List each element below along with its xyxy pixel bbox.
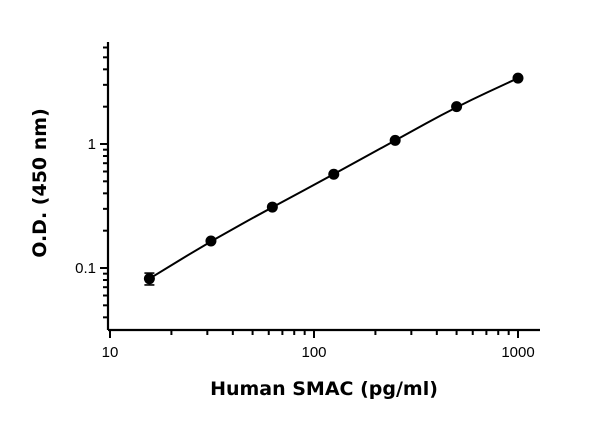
y-tick-label: 0.1 (75, 260, 96, 277)
data-point (389, 134, 401, 146)
x-axis-title: Human SMAC (pg/ml) (210, 378, 438, 400)
axes: 10 100 1000 0.1 1 (75, 42, 540, 361)
data-point (205, 235, 217, 247)
x-tick-label: 100 (301, 344, 326, 361)
data-point (328, 168, 340, 180)
x-tick-label: 1000 (501, 344, 534, 361)
data-point (266, 201, 278, 213)
y-axis-title: O.D. (450 nm) (29, 108, 51, 258)
fit-curve-group (148, 77, 519, 280)
x-tick-label: 10 (102, 344, 119, 361)
data-point (451, 101, 463, 113)
y-tick-label: 1 (88, 136, 96, 153)
fit-curve (148, 77, 519, 280)
data-point (143, 273, 155, 285)
data-point (512, 72, 524, 84)
data-points (143, 72, 524, 286)
